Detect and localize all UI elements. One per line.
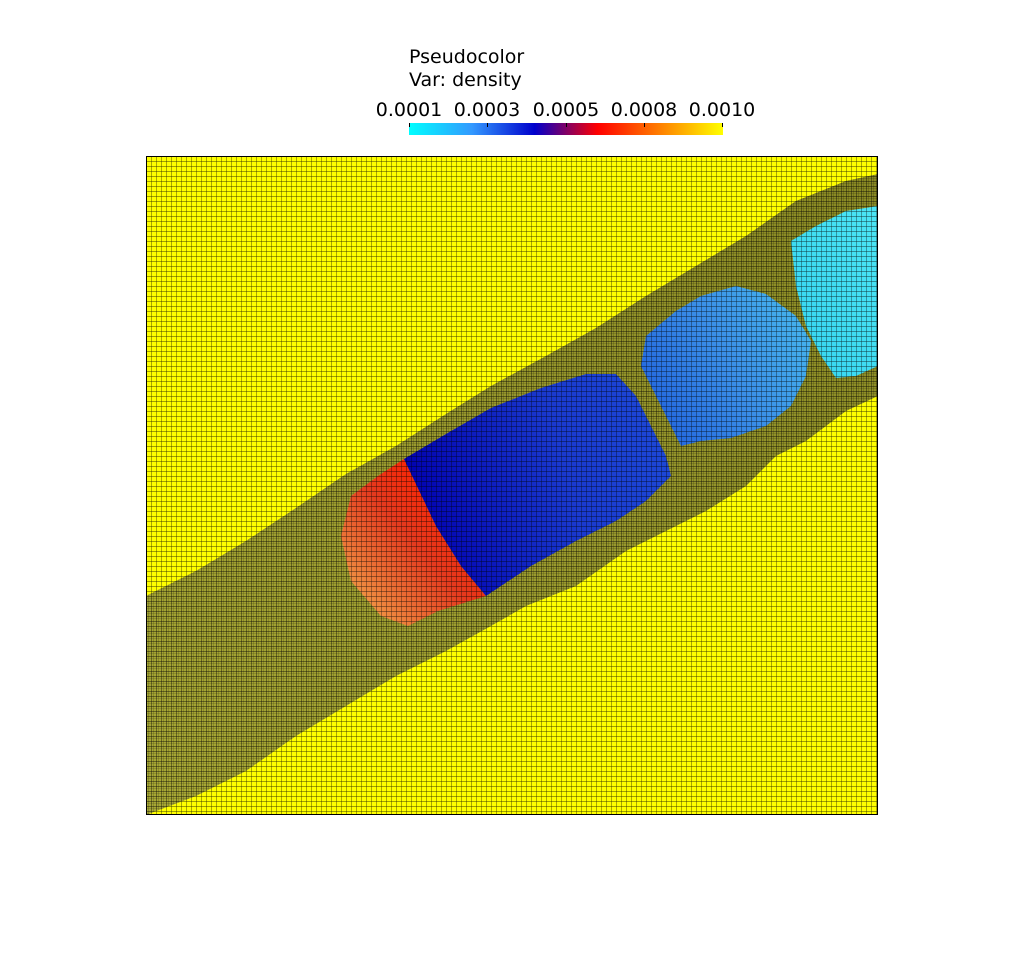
colorbar-tick-mark <box>644 123 645 127</box>
legend-plot-type: Pseudocolor <box>409 46 525 68</box>
colorbar-tick-mark <box>409 123 410 127</box>
mesh-grid <box>146 156 878 815</box>
plot-border <box>146 156 878 815</box>
colorbar-tick-mark <box>566 123 567 127</box>
colorbar-tick-label: 0.0005 <box>532 99 600 121</box>
colorbar-tick-label: 0.0001 <box>375 99 443 121</box>
colorbar-tick-mark <box>487 123 488 127</box>
density-field-plot <box>146 156 878 815</box>
colorbar-tick-label: 0.0003 <box>453 99 521 121</box>
colorbar-tick-mark <box>722 123 723 127</box>
colorbar-tick-label: 0.0008 <box>610 99 678 121</box>
legend-variable-label: Var: density <box>409 69 522 91</box>
colorbar-tick-label: 0.0010 <box>688 99 756 121</box>
